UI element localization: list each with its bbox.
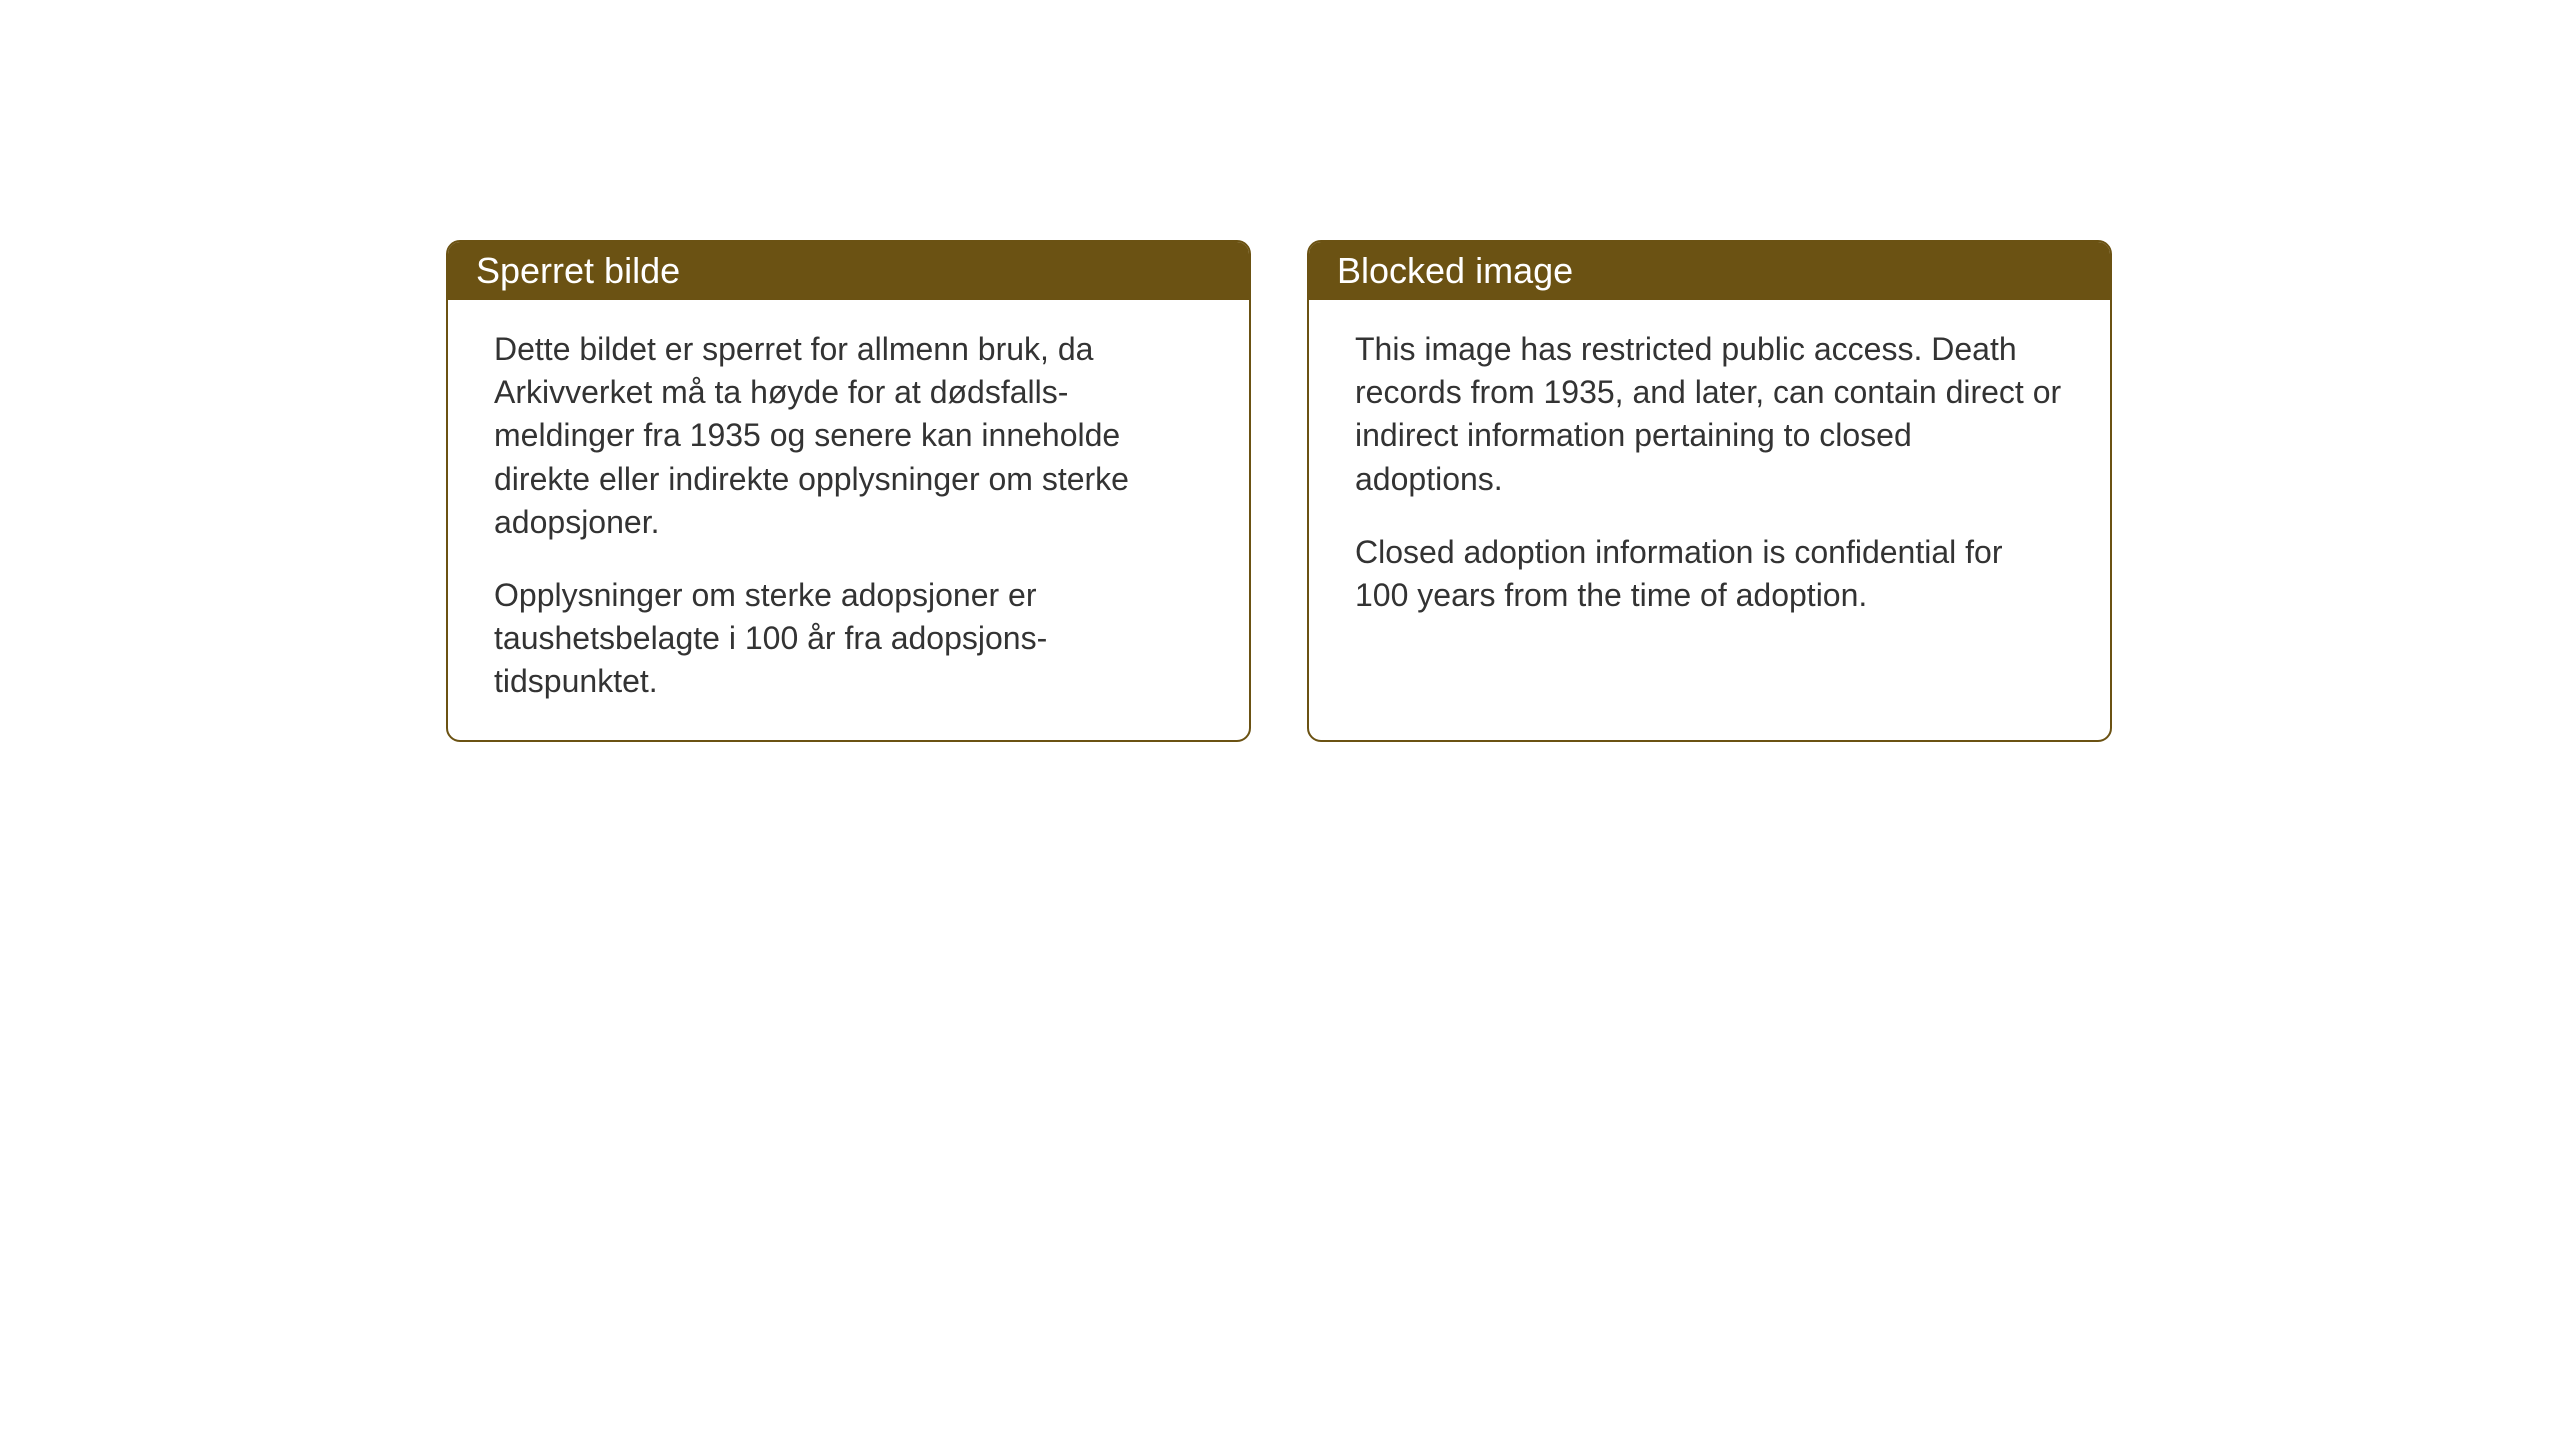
english-notice-card: Blocked image This image has restricted … [1307,240,2112,742]
norwegian-notice-card: Sperret bilde Dette bildet er sperret fo… [446,240,1251,742]
norwegian-paragraph-2: Opplysninger om sterke adopsjoner er tau… [494,574,1203,704]
english-card-title: Blocked image [1309,242,2110,300]
english-paragraph-2: Closed adoption information is confident… [1355,531,2064,617]
norwegian-paragraph-1: Dette bildet er sperret for allmenn bruk… [494,328,1203,544]
norwegian-card-title: Sperret bilde [448,242,1249,300]
english-paragraph-1: This image has restricted public access.… [1355,328,2064,501]
english-card-body: This image has restricted public access.… [1309,300,2110,653]
notice-cards-container: Sperret bilde Dette bildet er sperret fo… [446,240,2112,742]
norwegian-card-body: Dette bildet er sperret for allmenn bruk… [448,300,1249,740]
